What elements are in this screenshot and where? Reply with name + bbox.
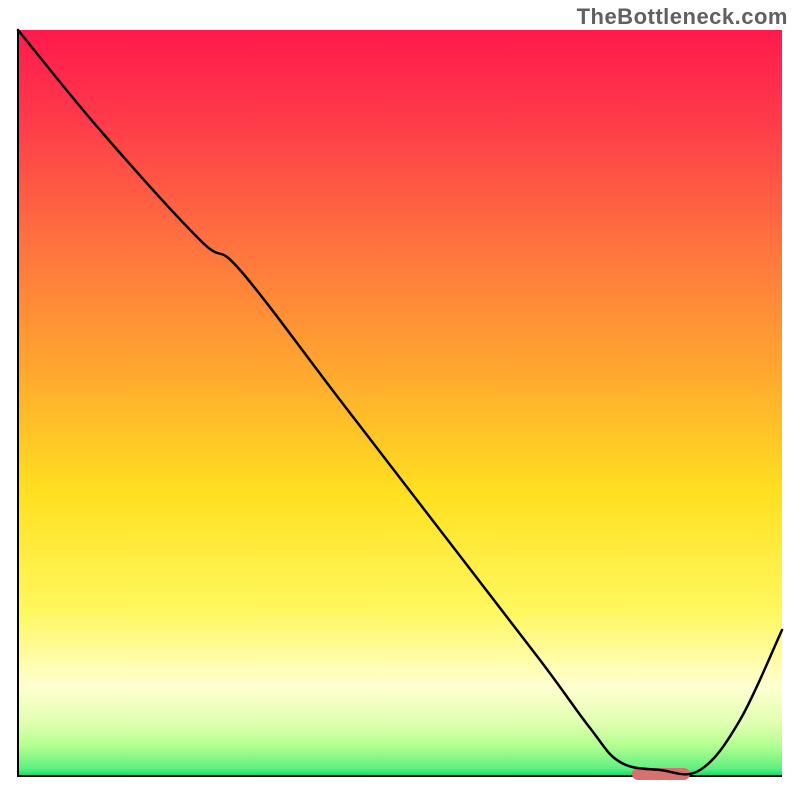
watermark-text: TheBottleneck.com [577,4,788,30]
gradient-background [18,30,782,776]
bottleneck-chart [0,0,800,800]
chart-svg [0,0,800,800]
